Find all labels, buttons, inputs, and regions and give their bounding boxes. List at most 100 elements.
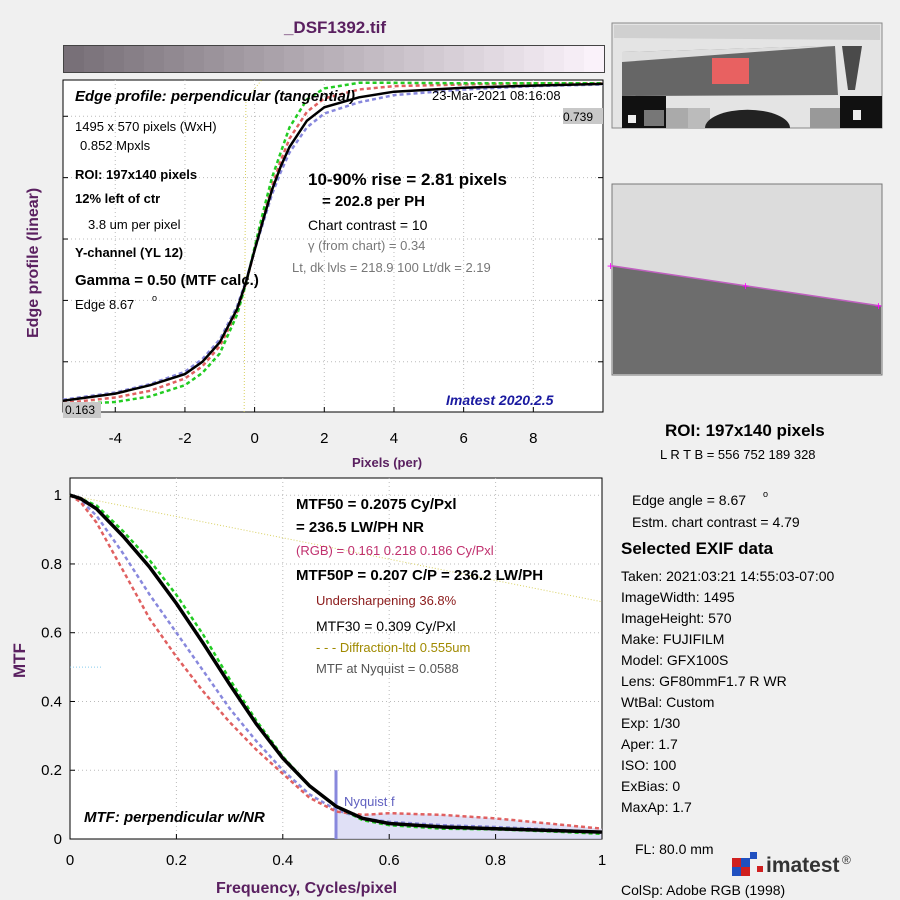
imatest-logo: imatest ® [732, 852, 851, 877]
side-edge-angle: Edge angle = 8.67 [632, 492, 746, 508]
image-mpxls: 0.852 Mpxls [80, 138, 151, 153]
exif-line: ImageHeight: 570 [621, 610, 732, 626]
gray-step [404, 46, 424, 72]
exif-line: Lens: GF80mmF1.7 R WR [621, 673, 787, 689]
mtf-x-axis-label: Frequency, Cycles/pixel [216, 880, 397, 897]
top-value: 0.739 [563, 110, 593, 124]
edge-curve-blue [62, 83, 604, 401]
exif-line: ImageWidth: 1495 [621, 589, 735, 605]
top-value-box [563, 108, 603, 124]
logo-text: imatest [766, 854, 840, 877]
gray-step [224, 46, 244, 72]
chart-title: _DSF1392.tif [283, 18, 387, 37]
edge-grid [63, 79, 603, 413]
exif-line: Taken: 2021:03:21 14:55:03-07:00 [621, 568, 835, 584]
edge-x-tick-label: 4 [390, 430, 398, 447]
mtf-curve-red [69, 494, 603, 830]
gray-step [324, 46, 344, 72]
edge-timestamp: 23-Mar-2021 08:16:08 [432, 88, 561, 103]
exif-list: Taken: 2021:03:21 14:55:03-07:00 ImageWid… [621, 568, 835, 815]
gray-step [544, 46, 564, 72]
roi-position: 12% left of ctr [75, 191, 160, 206]
mtf-x-tick-label: 0.6 [379, 852, 400, 869]
gray-step [164, 46, 184, 72]
per-ph-text: = 202.8 per PH [322, 193, 425, 210]
gray-step [144, 46, 164, 72]
edge-angle-text: Edge 8.67 [75, 297, 134, 312]
edge-x-tick-label: -4 [109, 430, 122, 447]
exif-line: Make: FUJIFILM [621, 631, 724, 647]
roi-text: ROI: 197x140 pixels [75, 167, 197, 182]
mtf-curve-blue [69, 494, 603, 834]
gray-step [284, 46, 304, 72]
exif-line: ExBias: 0 [621, 778, 680, 794]
mtf-y-axis-label: MTF [10, 643, 29, 678]
mtf-x-tick-label: 0.4 [272, 852, 293, 869]
gray-step [184, 46, 204, 72]
mtf-y-tick-label: 0.4 [41, 693, 62, 710]
gray-step [364, 46, 384, 72]
imatest-version: Imatest 2020.2.5 [446, 392, 554, 408]
exif-line: Exp: 1/30 [621, 715, 680, 731]
edge-curves [62, 81, 604, 406]
image-size: 1495 x 570 pixels (WxH) [75, 119, 217, 134]
edge-x-tick-label: -2 [178, 430, 191, 447]
gray-step [584, 46, 604, 72]
side-lrtb: L R T B = 556 752 189 328 [660, 447, 816, 462]
gray-step [84, 46, 104, 72]
full-image-thumbnail [611, 22, 883, 129]
gray-step [264, 46, 284, 72]
mtf30-text: MTF30 = 0.309 Cy/Pxl [316, 618, 456, 634]
nyquist-label: Nyquist f [344, 794, 395, 809]
mtf-x-tick-label: 0.2 [166, 852, 187, 869]
svg-text:+: + [742, 279, 749, 293]
gray-step [244, 46, 264, 72]
light-dark-levels: Lt, dk lvls = 218.9 100 Lt/dk = 2.19 [292, 260, 491, 275]
edge-x-tick-label: 2 [320, 430, 328, 447]
gray-step [464, 46, 484, 72]
edge-x-axis-label: Pixels (per) [352, 455, 422, 470]
svg-text:+: + [875, 299, 882, 313]
mtf-curves [69, 493, 603, 836]
gray-step [344, 46, 364, 72]
gray-scale-strip [63, 45, 605, 73]
exif-color-space: ColSp: Adobe RGB (1998) [621, 882, 785, 898]
gray-step [124, 46, 144, 72]
mtf-x-tick-label: 0.8 [485, 852, 506, 869]
edge-plot-area [62, 79, 604, 413]
chart-contrast: Chart contrast = 10 [308, 217, 428, 233]
mtf50p-text: MTF50P = 0.207 C/P = 236.2 LW/PH [296, 567, 543, 584]
mtf-curve-luminance [69, 493, 603, 834]
exif-focal-length: FL: 80.0 mm [635, 841, 714, 857]
gray-step [444, 46, 464, 72]
mtf-y-tick-label: 1 [54, 487, 62, 504]
side-roi: ROI: 197x140 pixels [665, 421, 825, 440]
side-chart-contrast: Estm. chart contrast = 4.79 [632, 514, 800, 530]
gray-step [64, 46, 84, 72]
undersharpening-text: Undersharpening 36.8% [316, 593, 457, 608]
gray-step [484, 46, 504, 72]
exif-line: Model: GFX100S [621, 652, 728, 668]
mtf-x-tick-label: 1 [598, 852, 606, 869]
edge-x-tick-label: 8 [529, 430, 537, 447]
side-edge-degree: o [763, 489, 768, 499]
mtf50-lwph-text: = 236.5 LW/PH NR [296, 519, 424, 536]
mtf-x-tick-label: 0 [66, 852, 74, 869]
bottom-value: 0.163 [65, 403, 95, 417]
mtf-y-tick-label: 0.2 [41, 762, 62, 779]
exif-title: Selected EXIF data [621, 539, 774, 558]
edge-diffraction-line [243, 79, 262, 413]
mtf-x-ticks: 0 0.2 0.4 0.6 0.8 1 [66, 834, 606, 869]
mtf-nyquist-text: MTF at Nyquist = 0.0588 [316, 661, 459, 676]
exif-line: WtBal: Custom [621, 694, 714, 710]
gamma-text: Gamma = 0.50 (MTF calc.) [75, 272, 259, 289]
mtf-diffraction-line [69, 494, 603, 603]
mtf50-text: MTF50 = 0.2075 Cy/Pxl [296, 496, 457, 513]
mtf50-rgb-text: (RGB) = 0.161 0.218 0.186 Cy/Pxl [296, 543, 494, 558]
gray-step [504, 46, 524, 72]
rise-text: 10-90% rise = 2.81 pixels [308, 170, 507, 189]
exif-line: Aper: 1.7 [621, 736, 678, 752]
exif-line: ISO: 100 [621, 757, 676, 773]
mtf-caption: MTF: perpendicular w/NR [84, 809, 265, 826]
